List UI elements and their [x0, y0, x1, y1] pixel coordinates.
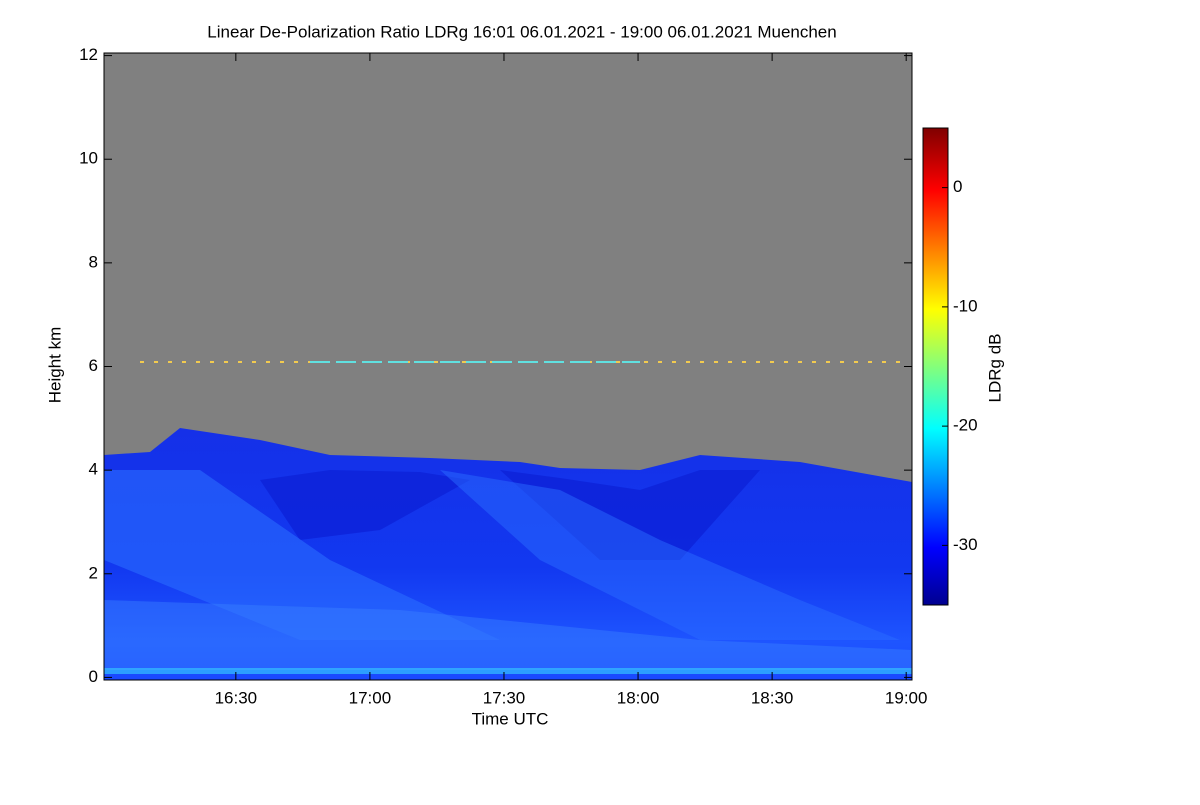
y-tick-label: 6 [89, 356, 98, 375]
colorbar-tick-label: -10 [953, 296, 978, 315]
colorbar [922, 127, 949, 606]
x-tick-label: 16:30 [215, 688, 258, 707]
colorbar-tick-label: 0 [953, 177, 962, 196]
colorbar-label: LDRg dB [985, 334, 1004, 403]
x-tick-label: 17:00 [349, 688, 392, 707]
y-tick-label: 2 [89, 563, 98, 582]
chart-title: Linear De-Polarization Ratio LDRg 16:01 … [207, 22, 836, 41]
colorbar-tick-label: -20 [953, 416, 978, 435]
y-axis-label: Height km [45, 327, 64, 404]
y-tick-label: 4 [89, 460, 98, 479]
x-tick-label: 17:30 [483, 688, 526, 707]
y-tick-label: 12 [79, 45, 98, 64]
x-tick-label: 18:30 [751, 688, 794, 707]
x-tick-label: 19:00 [885, 688, 928, 707]
y-tick-label: 10 [79, 149, 98, 168]
x-axis-label: Time UTC [472, 709, 549, 728]
y-tick-label: 0 [89, 667, 98, 686]
y-tick-label: 8 [89, 252, 98, 271]
colorbar-tick-label: -30 [953, 535, 978, 554]
heatmap-field [104, 53, 912, 680]
x-tick-label: 18:00 [617, 688, 660, 707]
